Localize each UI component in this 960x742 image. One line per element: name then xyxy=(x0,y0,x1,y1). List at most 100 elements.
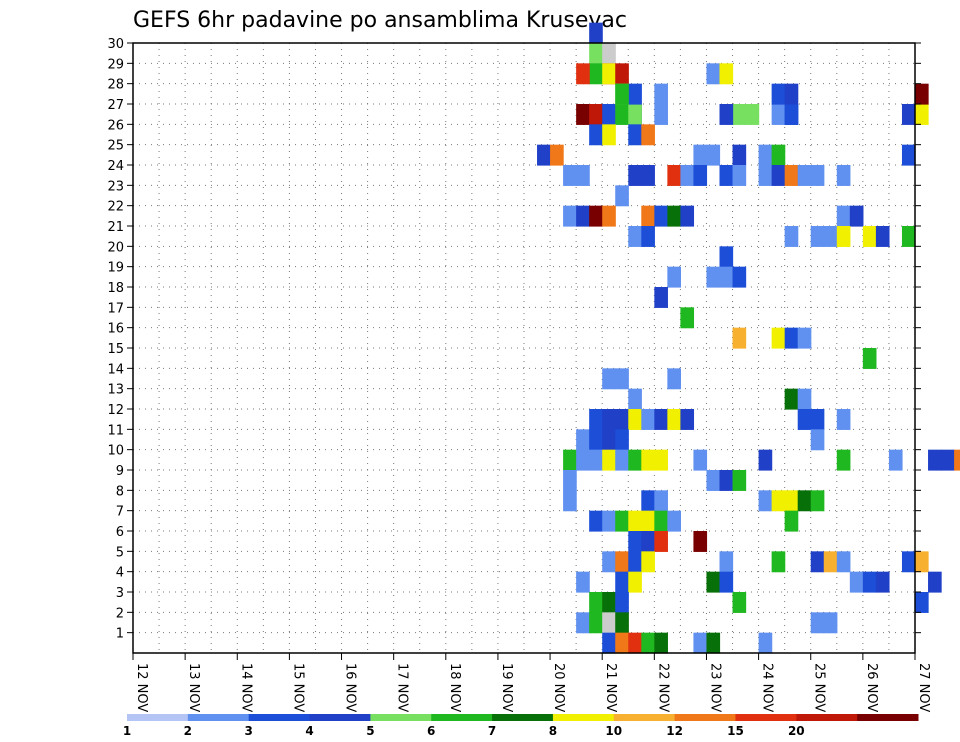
precip-cell xyxy=(941,449,955,471)
precip-cell xyxy=(615,429,629,451)
precip-cell xyxy=(719,470,734,491)
precip-cell xyxy=(641,165,655,186)
precip-cell xyxy=(576,205,590,227)
y-tick-label: 1 xyxy=(116,627,124,642)
precip-cell xyxy=(602,124,616,146)
x-tick-label: 22 NOV xyxy=(655,663,670,712)
precip-cell xyxy=(732,327,747,349)
y-tick-label: 18 xyxy=(107,281,124,296)
y-tick-label: 11 xyxy=(107,423,124,438)
precip-cell xyxy=(784,104,799,125)
legend-label: 7 xyxy=(488,724,496,738)
legend-swatch xyxy=(552,714,615,721)
precip-cell xyxy=(576,63,590,85)
precip-cell xyxy=(576,429,590,451)
precip-cell xyxy=(771,144,786,166)
precip-cell xyxy=(901,226,916,247)
precip-cell xyxy=(915,592,929,613)
precip-cell xyxy=(771,83,786,105)
legend-swatch xyxy=(796,714,858,721)
precip-cell xyxy=(615,409,629,430)
legend-swatch xyxy=(857,714,919,721)
precip-cell xyxy=(654,409,668,430)
legend-swatch xyxy=(613,714,676,721)
precip-cell xyxy=(654,287,668,308)
precip-cell xyxy=(602,63,616,85)
legend-label: 10 xyxy=(605,724,622,738)
legend-swatch xyxy=(370,714,432,721)
precip-cell xyxy=(954,449,960,471)
y-tick-label: 8 xyxy=(116,484,124,499)
precip-cell xyxy=(810,429,825,451)
precip-cell xyxy=(784,83,799,105)
legend-label: 5 xyxy=(366,724,374,738)
precip-cell xyxy=(563,449,577,471)
precip-cell xyxy=(784,388,799,410)
precip-cell xyxy=(576,104,590,125)
precip-cell xyxy=(719,104,734,125)
precip-cell xyxy=(680,165,695,186)
precip-cell xyxy=(667,205,681,227)
precip-cell xyxy=(654,531,668,552)
precip-cell xyxy=(810,409,825,430)
precip-cell xyxy=(628,124,642,146)
precip-cell xyxy=(797,327,812,349)
precip-cell xyxy=(641,409,655,430)
precip-cell xyxy=(693,531,708,552)
precip-cell xyxy=(641,531,655,552)
precip-cell xyxy=(589,612,603,634)
precip-cell xyxy=(849,571,864,593)
precip-cell xyxy=(628,165,642,186)
precip-cell xyxy=(641,632,655,654)
y-tick-label: 4 xyxy=(116,566,124,581)
precip-cell xyxy=(628,83,642,105)
precip-cell xyxy=(928,449,942,471)
precip-cell xyxy=(901,551,916,573)
precip-cell xyxy=(862,571,877,593)
y-tick-label: 14 xyxy=(107,362,124,377)
legend-swatch xyxy=(735,714,797,721)
y-tick-label: 2 xyxy=(116,606,124,621)
precip-cell xyxy=(667,409,681,430)
precip-cell xyxy=(576,612,590,634)
precip-cell xyxy=(888,449,903,471)
y-tick-label: 17 xyxy=(107,301,124,316)
precip-cell xyxy=(563,205,577,227)
precip-cell xyxy=(628,571,642,593)
precip-cell xyxy=(654,632,668,654)
legend-swatch xyxy=(309,714,371,721)
y-tick-label: 12 xyxy=(107,403,124,418)
legend-label: 15 xyxy=(727,724,744,738)
precip-cell xyxy=(693,144,708,166)
y-tick-label: 19 xyxy=(107,261,124,276)
precip-cell xyxy=(628,510,642,532)
precip-cell xyxy=(628,104,642,125)
y-tick-label: 27 xyxy=(107,98,124,113)
precip-cell xyxy=(563,470,577,491)
precip-cell xyxy=(628,449,642,471)
precip-cell xyxy=(589,429,603,451)
legend-label: 4 xyxy=(305,724,313,738)
y-tick-label: 20 xyxy=(107,240,124,255)
precip-cell xyxy=(797,165,812,186)
y-tick-label: 24 xyxy=(107,159,124,174)
precip-cell xyxy=(758,490,773,512)
precip-cell xyxy=(628,632,642,654)
legend-swatch xyxy=(492,714,554,721)
precip-cell xyxy=(836,449,851,471)
precip-cell xyxy=(628,409,642,430)
precip-cell xyxy=(706,470,721,491)
precip-cell xyxy=(628,226,642,247)
precip-cell xyxy=(615,571,629,593)
precip-cell xyxy=(875,226,890,247)
precip-cell xyxy=(576,165,590,186)
chart-title: GEFS 6hr padavine po ansamblima Krusevac xyxy=(133,8,627,33)
precip-cell xyxy=(719,266,734,288)
legend-label: 6 xyxy=(427,724,435,738)
legend-label: 12 xyxy=(666,724,683,738)
x-tick-label: 20 NOV xyxy=(551,663,566,712)
legend-swatch xyxy=(248,714,311,721)
y-tick-label: 30 xyxy=(107,37,124,52)
precip-cell xyxy=(732,144,747,166)
x-axis-ticks: 12 NOV 13 NOV 14 NOV 15 NOV 16 NOV 17 NOV 18 N… xyxy=(132,653,931,712)
